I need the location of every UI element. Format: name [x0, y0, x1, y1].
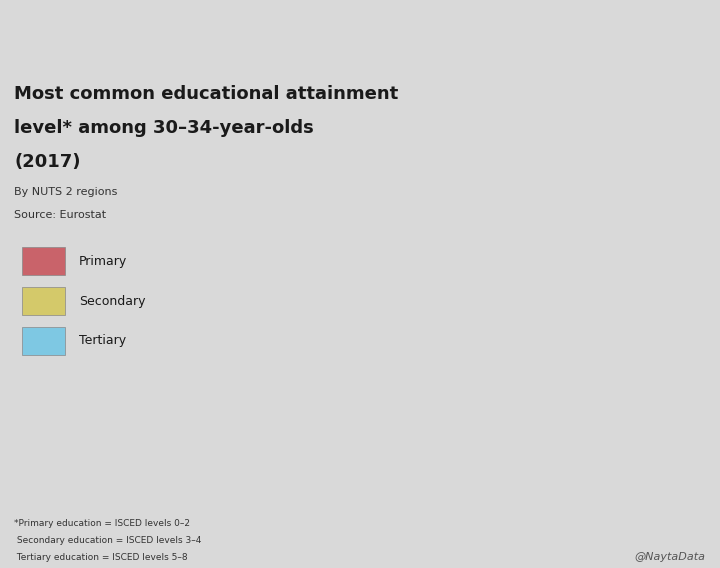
Text: Secondary: Secondary — [79, 295, 145, 307]
Text: Source: Eurostat: Source: Eurostat — [14, 210, 107, 220]
Text: *Primary education = ISCED levels 0–2: *Primary education = ISCED levels 0–2 — [14, 519, 190, 528]
Text: Secondary education = ISCED levels 3–4: Secondary education = ISCED levels 3–4 — [14, 536, 202, 545]
Text: Most common educational attainment: Most common educational attainment — [14, 85, 399, 103]
Text: By NUTS 2 regions: By NUTS 2 regions — [14, 187, 118, 198]
Text: @NaytaData: @NaytaData — [634, 552, 706, 562]
Text: Tertiary education = ISCED levels 5–8: Tertiary education = ISCED levels 5–8 — [14, 553, 188, 562]
FancyBboxPatch shape — [22, 327, 65, 355]
Text: Tertiary: Tertiary — [79, 335, 126, 347]
FancyBboxPatch shape — [22, 287, 65, 315]
Text: level* among 30–34-year-olds: level* among 30–34-year-olds — [14, 119, 314, 137]
FancyBboxPatch shape — [22, 247, 65, 275]
Text: Primary: Primary — [79, 255, 127, 268]
Text: (2017): (2017) — [14, 153, 81, 172]
